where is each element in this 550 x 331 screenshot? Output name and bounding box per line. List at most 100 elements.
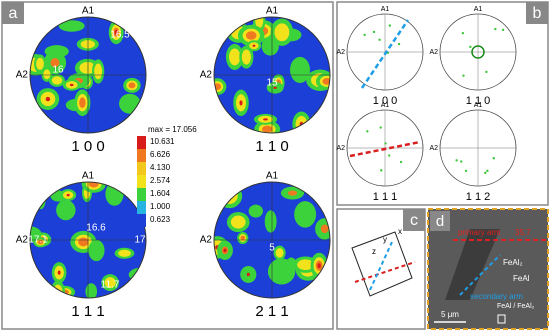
spot bbox=[484, 171, 487, 175]
axis-label: A1 bbox=[82, 6, 95, 17]
blob bbox=[297, 259, 314, 271]
blob bbox=[287, 190, 298, 196]
legend-level: 4.130 bbox=[150, 163, 171, 172]
legend-level: 0.623 bbox=[150, 215, 171, 224]
axis-label: x bbox=[398, 227, 402, 236]
blob bbox=[37, 240, 44, 245]
pole-outline bbox=[213, 16, 331, 134]
axis-label: z bbox=[372, 247, 376, 256]
panel-label: c bbox=[410, 212, 418, 229]
spot bbox=[379, 126, 382, 129]
blob bbox=[275, 248, 284, 258]
peak-label: 11.7 bbox=[101, 280, 120, 291]
blob bbox=[66, 193, 70, 197]
spot bbox=[460, 160, 463, 163]
blob bbox=[294, 201, 317, 228]
pole-label: 2 1 1 bbox=[255, 303, 288, 320]
blob bbox=[214, 122, 227, 133]
primary-arm: primary arm bbox=[458, 228, 501, 237]
peak-label: 17.1 bbox=[28, 235, 48, 246]
blob bbox=[30, 121, 45, 130]
blob bbox=[274, 23, 290, 42]
spot bbox=[378, 38, 381, 42]
legend-swatch bbox=[137, 149, 146, 162]
marker bbox=[471, 45, 485, 59]
spot bbox=[494, 27, 497, 31]
frame bbox=[427, 208, 549, 330]
pole-label: 1 1 2 bbox=[466, 191, 490, 203]
blob bbox=[78, 237, 89, 247]
blob bbox=[229, 48, 241, 66]
blob bbox=[319, 182, 330, 188]
blob bbox=[214, 184, 222, 203]
pole-label: 1 0 0 bbox=[71, 138, 104, 155]
pole-label: 1 1 0 bbox=[466, 95, 490, 107]
blob bbox=[58, 20, 85, 32]
blob bbox=[214, 204, 217, 207]
blob bbox=[39, 190, 44, 195]
legend-swatch bbox=[137, 136, 146, 149]
spot bbox=[462, 74, 465, 77]
pole-label: 1 1 1 bbox=[373, 191, 397, 203]
blob bbox=[44, 182, 55, 188]
blob bbox=[248, 204, 263, 218]
spot bbox=[469, 45, 472, 49]
blob bbox=[246, 272, 250, 277]
legend-level: 6.626 bbox=[150, 150, 171, 159]
axis-label: A2 bbox=[336, 49, 345, 56]
panel-label: d bbox=[436, 213, 444, 230]
axis-label: A1 bbox=[381, 6, 390, 13]
spot bbox=[363, 33, 366, 37]
label-box bbox=[403, 209, 425, 231]
phase: FeAl bbox=[513, 274, 530, 283]
blob bbox=[57, 270, 61, 275]
peak-label: 16.6 bbox=[86, 223, 106, 234]
arrow bbox=[459, 254, 501, 296]
pole-outline bbox=[213, 181, 331, 299]
axis-label: A1 bbox=[474, 102, 483, 109]
blob bbox=[263, 118, 268, 121]
blob bbox=[43, 17, 56, 27]
spot bbox=[388, 154, 391, 157]
blob bbox=[30, 119, 50, 133]
blob bbox=[47, 19, 52, 24]
blob bbox=[79, 62, 96, 74]
axis-label: A2 bbox=[429, 145, 438, 152]
spot bbox=[399, 160, 403, 164]
pole-label: 1 1 1 bbox=[71, 303, 104, 320]
blob bbox=[88, 239, 105, 262]
legend-swatch bbox=[137, 201, 146, 214]
axis-label: A2 bbox=[16, 235, 29, 246]
blob bbox=[311, 118, 323, 133]
blob bbox=[38, 188, 45, 196]
blob bbox=[239, 100, 243, 106]
blob bbox=[139, 273, 145, 277]
label-box bbox=[430, 211, 450, 231]
peak-label: 15 bbox=[266, 78, 278, 89]
blob bbox=[53, 284, 63, 298]
blob bbox=[301, 290, 310, 298]
spot bbox=[485, 70, 488, 74]
interface: FeAl / FeAl₂ bbox=[497, 303, 535, 310]
blob bbox=[48, 20, 51, 23]
blob bbox=[41, 182, 58, 192]
peak-label: 5 bbox=[269, 243, 275, 254]
pole-label: 1 1 0 bbox=[255, 138, 288, 155]
legend-swatch bbox=[137, 175, 146, 188]
spot bbox=[388, 24, 392, 27]
blob bbox=[261, 125, 273, 133]
blob bbox=[230, 215, 246, 229]
blob bbox=[321, 182, 328, 186]
blob bbox=[32, 111, 47, 133]
blob bbox=[34, 116, 44, 133]
blob bbox=[79, 97, 86, 109]
legend-swatch bbox=[137, 188, 146, 201]
spot bbox=[486, 169, 489, 173]
peak-label: 16.5 bbox=[110, 30, 130, 41]
axis-label: A2 bbox=[200, 70, 213, 81]
blob bbox=[128, 267, 146, 282]
pole-label: 1 0 0 bbox=[373, 95, 397, 107]
blob bbox=[214, 124, 223, 132]
arrow bbox=[369, 241, 393, 291]
legend-level: 1.000 bbox=[150, 202, 171, 211]
